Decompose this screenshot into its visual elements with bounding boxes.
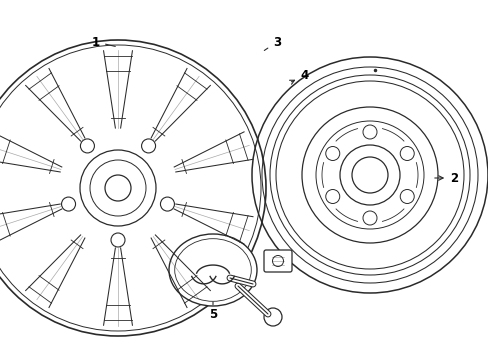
Text: 3: 3	[264, 36, 281, 50]
FancyBboxPatch shape	[264, 250, 291, 272]
Text: 2: 2	[434, 171, 457, 185]
Circle shape	[264, 308, 282, 326]
Text: 1: 1	[92, 36, 115, 49]
Ellipse shape	[169, 234, 257, 306]
Circle shape	[272, 256, 283, 266]
Text: 5: 5	[208, 302, 217, 320]
Text: 4: 4	[289, 68, 308, 84]
